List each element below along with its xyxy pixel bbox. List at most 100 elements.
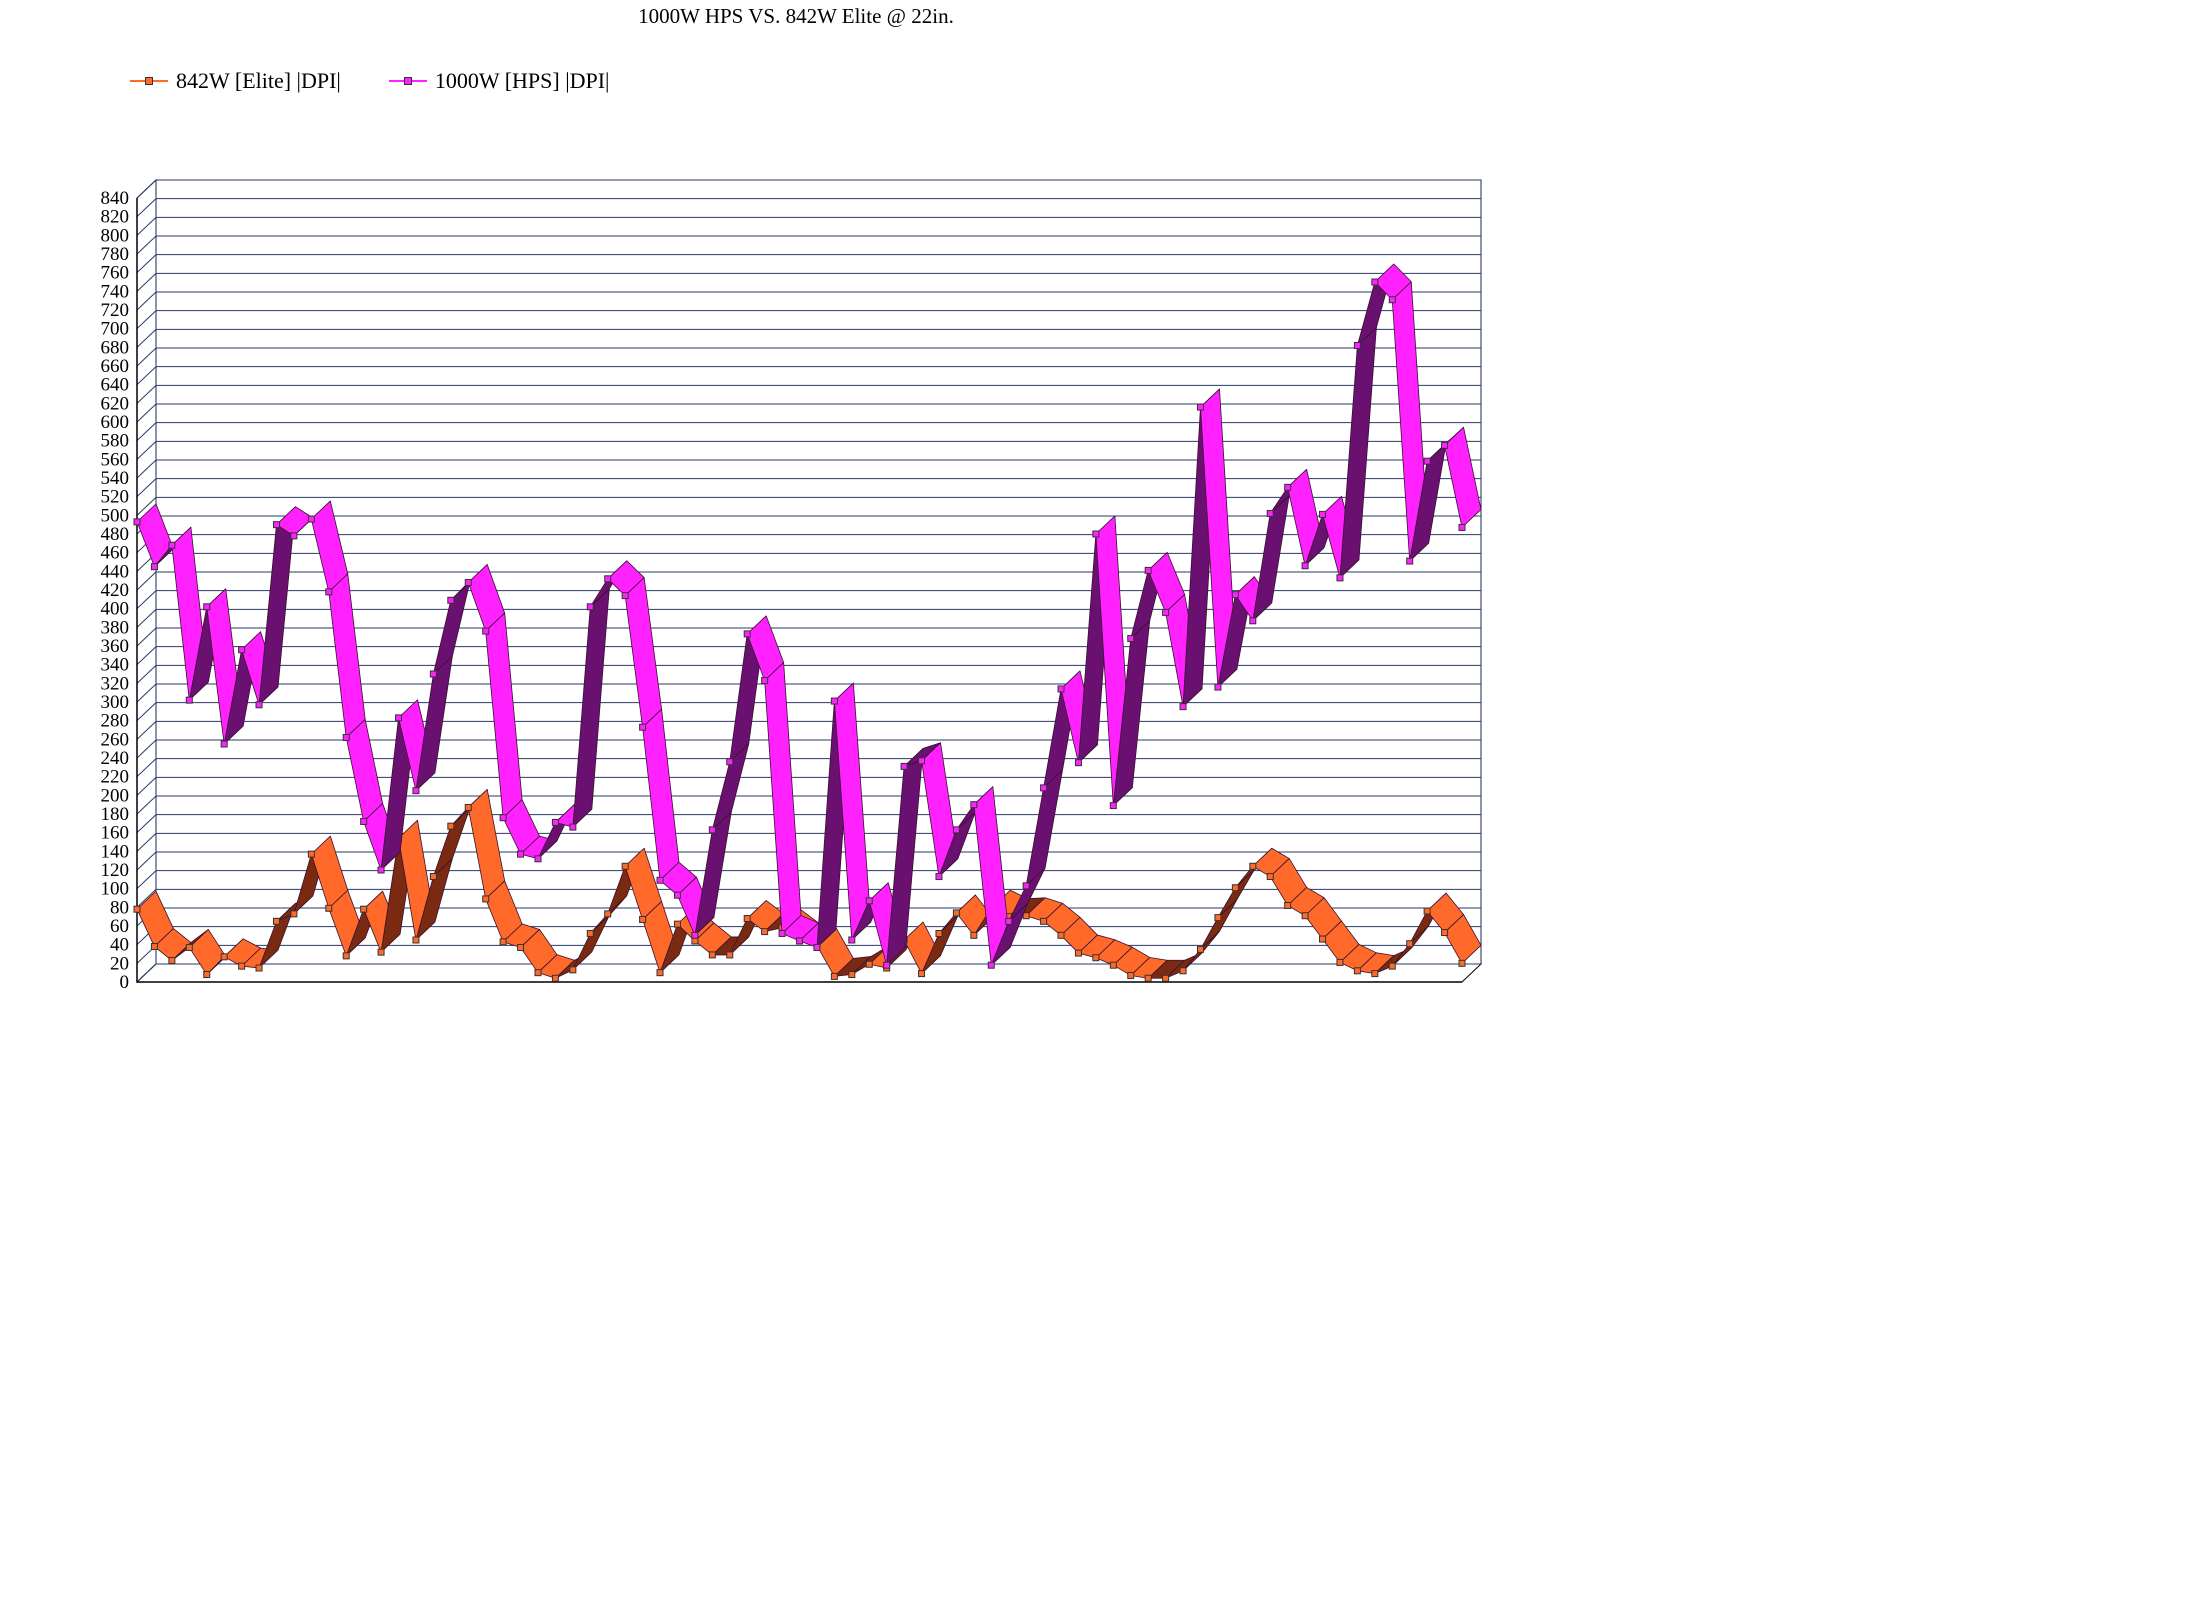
series-0-point bbox=[1074, 949, 1082, 957]
series-1-point bbox=[360, 817, 368, 825]
gridline-depth bbox=[136, 272, 157, 292]
series-0-segment bbox=[432, 807, 471, 877]
y-tick-label: 160 bbox=[101, 823, 130, 844]
series-0-point bbox=[586, 929, 594, 937]
gridline-depth bbox=[136, 198, 157, 218]
gridline-depth bbox=[136, 739, 157, 759]
y-tick-label: 640 bbox=[101, 375, 130, 396]
series-1-segment bbox=[624, 577, 662, 728]
gridline-depth bbox=[136, 683, 157, 703]
series-0-point bbox=[1371, 970, 1379, 978]
gridline-depth bbox=[136, 310, 157, 330]
y-tick-label: 60 bbox=[110, 916, 129, 937]
y-tick-label: 700 bbox=[101, 319, 130, 340]
y-tick-label: 240 bbox=[101, 748, 130, 769]
gridline-depth bbox=[136, 440, 157, 460]
gridline-depth bbox=[136, 646, 157, 666]
y-tick-label: 680 bbox=[101, 337, 130, 358]
series-1-point bbox=[987, 961, 995, 969]
series-0-point bbox=[220, 953, 228, 961]
gridline-depth bbox=[136, 403, 157, 423]
y-tick-label: 380 bbox=[101, 617, 130, 638]
series-0-point bbox=[325, 904, 333, 912]
y-tick-label: 100 bbox=[101, 879, 130, 900]
series-1-point bbox=[778, 929, 786, 937]
series-1-point bbox=[970, 801, 978, 809]
series-0-point bbox=[1423, 907, 1431, 915]
series-0-point bbox=[1092, 954, 1100, 962]
series-1-point bbox=[1214, 683, 1222, 691]
series-1-point bbox=[1353, 341, 1361, 349]
series-0-point bbox=[1144, 974, 1152, 982]
gridline-depth bbox=[136, 870, 157, 890]
gridline-depth bbox=[136, 179, 157, 199]
series-0-point bbox=[1336, 958, 1344, 966]
series-1-point bbox=[726, 758, 734, 766]
legend-item-hps: 1000W [HPS] |DPI| bbox=[388, 68, 609, 94]
gridline-depth bbox=[136, 216, 157, 236]
series-1-point bbox=[569, 823, 577, 831]
y-tick-label: 800 bbox=[101, 225, 130, 246]
series-0-point bbox=[1179, 967, 1187, 975]
series-0-point bbox=[1319, 935, 1327, 943]
series-1-segment bbox=[345, 719, 384, 822]
series-1-point bbox=[1127, 635, 1135, 643]
gridline-depth bbox=[136, 328, 157, 348]
series-0-segment bbox=[467, 789, 506, 900]
y-tick-label: 520 bbox=[101, 487, 130, 508]
y-tick-label: 80 bbox=[110, 897, 129, 918]
series-1-point bbox=[272, 521, 280, 529]
series-1-point bbox=[325, 588, 333, 596]
series-1-point bbox=[639, 723, 647, 731]
y-tick-label: 420 bbox=[101, 580, 130, 601]
series-0-point bbox=[499, 938, 507, 946]
series-0-point bbox=[1040, 917, 1048, 925]
series-1-point bbox=[918, 757, 926, 765]
series-0-point bbox=[1057, 931, 1065, 939]
gridline-depth bbox=[136, 422, 157, 442]
series-0-point bbox=[1458, 959, 1466, 967]
series-1-point bbox=[534, 855, 542, 863]
series-1-point bbox=[1423, 457, 1431, 465]
gridline-depth bbox=[136, 720, 157, 740]
legend: 842W [Elite] |DPI| 1000W [HPS] |DPI| bbox=[130, 68, 609, 94]
series-0-point bbox=[238, 962, 246, 970]
series-1-point bbox=[586, 603, 594, 611]
y-tick-label: 480 bbox=[101, 524, 130, 545]
series-1-segment bbox=[1444, 426, 1482, 528]
series-1-point bbox=[743, 630, 751, 638]
series-0-point bbox=[1127, 971, 1135, 979]
legend-item-elite: 842W [Elite] |DPI| bbox=[130, 68, 341, 94]
y-tick-label: 720 bbox=[101, 300, 130, 321]
series-1-point bbox=[1092, 530, 1100, 538]
series-1-segment bbox=[572, 588, 610, 828]
series-1-point bbox=[621, 592, 629, 600]
y-tick-label: 320 bbox=[101, 673, 130, 694]
series-1-point bbox=[1144, 566, 1152, 574]
series-0-point bbox=[743, 915, 751, 923]
series-1-point bbox=[1057, 685, 1065, 693]
series-1-point bbox=[150, 563, 158, 571]
series-1-point bbox=[830, 697, 838, 705]
series-1-point bbox=[220, 740, 228, 748]
y-tick-label: 200 bbox=[101, 785, 130, 806]
y-tick-label: 340 bbox=[101, 655, 130, 676]
series-0-point bbox=[551, 974, 559, 982]
series-1-point bbox=[691, 931, 699, 939]
series-1-point bbox=[604, 575, 612, 583]
series-1-point bbox=[656, 876, 664, 884]
series-1-point bbox=[1249, 617, 1257, 625]
series-1-point bbox=[1074, 759, 1082, 767]
series-0-segment bbox=[1200, 899, 1238, 950]
series-0-point bbox=[307, 850, 315, 858]
series-0-point bbox=[952, 909, 960, 917]
series-0-segment bbox=[1217, 869, 1255, 918]
series-1-point bbox=[761, 677, 769, 685]
series-1-point bbox=[482, 627, 490, 635]
series-1-point bbox=[1162, 608, 1170, 616]
series-1-point bbox=[1040, 784, 1048, 792]
y-tick-label: 20 bbox=[110, 953, 129, 974]
y-tick-label: 220 bbox=[101, 767, 130, 788]
gridline-depth bbox=[136, 702, 157, 722]
